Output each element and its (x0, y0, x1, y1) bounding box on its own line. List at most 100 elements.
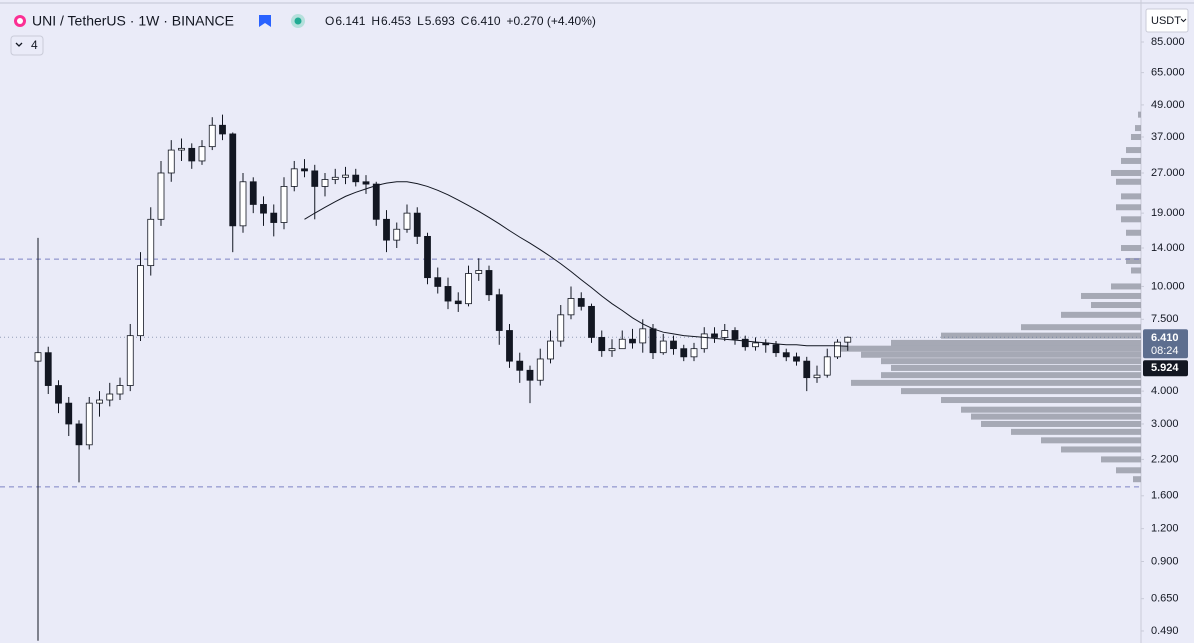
candle-body (372, 183, 380, 220)
candle-body (536, 358, 544, 381)
profile-bar (1138, 111, 1141, 118)
chevron (15, 42, 23, 47)
profile-bar (1061, 446, 1141, 453)
candle-body (178, 147, 185, 151)
candle-body (588, 305, 595, 338)
candle-body (126, 335, 134, 386)
candle-body (383, 218, 390, 241)
candle-body (649, 328, 657, 354)
indicator-toggle[interactable] (10, 35, 44, 56)
y-tick-label: 3.000 (1151, 418, 1179, 430)
currency-button[interactable] (1145, 8, 1189, 33)
candle-body (741, 338, 749, 348)
profile-bar (1116, 204, 1141, 211)
y-tick-label: 14.000 (1151, 242, 1185, 254)
y-tick-label: 7.500 (1151, 313, 1179, 325)
candle-body (75, 423, 83, 446)
candle-body (782, 352, 790, 358)
last-price-label: 6.410 (1151, 332, 1179, 344)
candle-body (700, 333, 708, 350)
profile-bar (1121, 157, 1141, 164)
symbol-logo-inner (17, 18, 23, 24)
profile-bar (1116, 178, 1141, 185)
profile-bar (891, 339, 1141, 346)
y-tick-label: 1.600 (1151, 490, 1179, 502)
countdown: 08:24 (1151, 345, 1179, 357)
candle-body (352, 174, 360, 183)
candle-body (526, 369, 534, 381)
candle-body (680, 348, 688, 358)
candle-body (844, 336, 852, 343)
candle-body (331, 176, 339, 180)
candle-body (34, 352, 42, 362)
candle-body (670, 340, 677, 350)
profile-bar (1101, 456, 1141, 463)
candle-body (301, 168, 308, 172)
candle-body (444, 286, 452, 302)
candle-body (219, 124, 226, 135)
candle-body (65, 402, 73, 425)
candle-body (803, 360, 811, 379)
profile-bar (1126, 229, 1141, 236)
candle-body (598, 337, 606, 352)
candle-body (506, 330, 513, 362)
candle-body (834, 341, 841, 358)
profile-bar (1135, 125, 1141, 132)
candle-body (290, 168, 298, 187)
candle-body (106, 393, 114, 401)
ohlc-value: 6.410 (470, 14, 500, 28)
y-tick-label: 37.000 (1151, 131, 1185, 143)
profile-bar (881, 372, 1141, 379)
profile-bar (1126, 257, 1141, 264)
profile-bar (881, 358, 1141, 365)
price-axis: 85.000 65.000 49.000 37.000 27.000 19.000 14.0… (1141, 36, 1188, 637)
profile-bar (961, 406, 1141, 413)
flag-icon[interactable] (259, 15, 271, 27)
candle-body (96, 399, 103, 404)
ohlc-key: L (417, 14, 424, 28)
ohlc-value: 6.453 (381, 14, 411, 28)
profile-bar (981, 420, 1141, 427)
candle-body (813, 374, 821, 379)
y-tick-label: 27.000 (1151, 167, 1185, 179)
candle-body (465, 273, 472, 305)
ohlc-key: C (461, 14, 470, 28)
ohlc-key: O (325, 14, 334, 28)
profile-bar (1091, 302, 1141, 309)
profile-bar (891, 364, 1141, 371)
y-tick-label: 19.000 (1151, 207, 1185, 219)
candle-body (393, 228, 401, 241)
candle-body (321, 179, 329, 187)
y-tick-label: 10.000 (1151, 280, 1185, 292)
candle-body (362, 181, 370, 185)
candle-body (485, 270, 493, 296)
candle-body (229, 133, 237, 227)
y-tick-label: 49.000 (1151, 99, 1185, 111)
y-tick-label: 0.650 (1151, 593, 1179, 605)
candle-body (342, 174, 349, 178)
candle-body (280, 186, 288, 223)
candle-body (557, 314, 565, 342)
candle-body (413, 212, 421, 237)
ohlc-value: 5.693 (425, 14, 455, 28)
candle-body (239, 181, 247, 227)
candle-body (516, 360, 524, 371)
profile-bar (1111, 283, 1141, 290)
profile-bar (1131, 267, 1141, 274)
y-tick-label: 65.000 (1151, 67, 1185, 79)
candle-body (208, 124, 216, 148)
candle-body (711, 333, 718, 338)
ma-value-label: 5.924 (1151, 362, 1179, 374)
profile-bar (901, 388, 1141, 395)
status-dot (294, 17, 302, 25)
candle-body (823, 356, 831, 376)
candle-body (639, 328, 647, 344)
ohlc-legend: O 6.141 H 6.453 L 5.693 C 6.410 +0.270 (+4.40%) (325, 14, 596, 28)
profile-bar (1121, 245, 1141, 252)
candle-body (85, 402, 93, 446)
profile-bar (1131, 133, 1141, 140)
candle-body (249, 181, 257, 205)
candle-body (188, 147, 196, 162)
candle-body (55, 385, 62, 404)
